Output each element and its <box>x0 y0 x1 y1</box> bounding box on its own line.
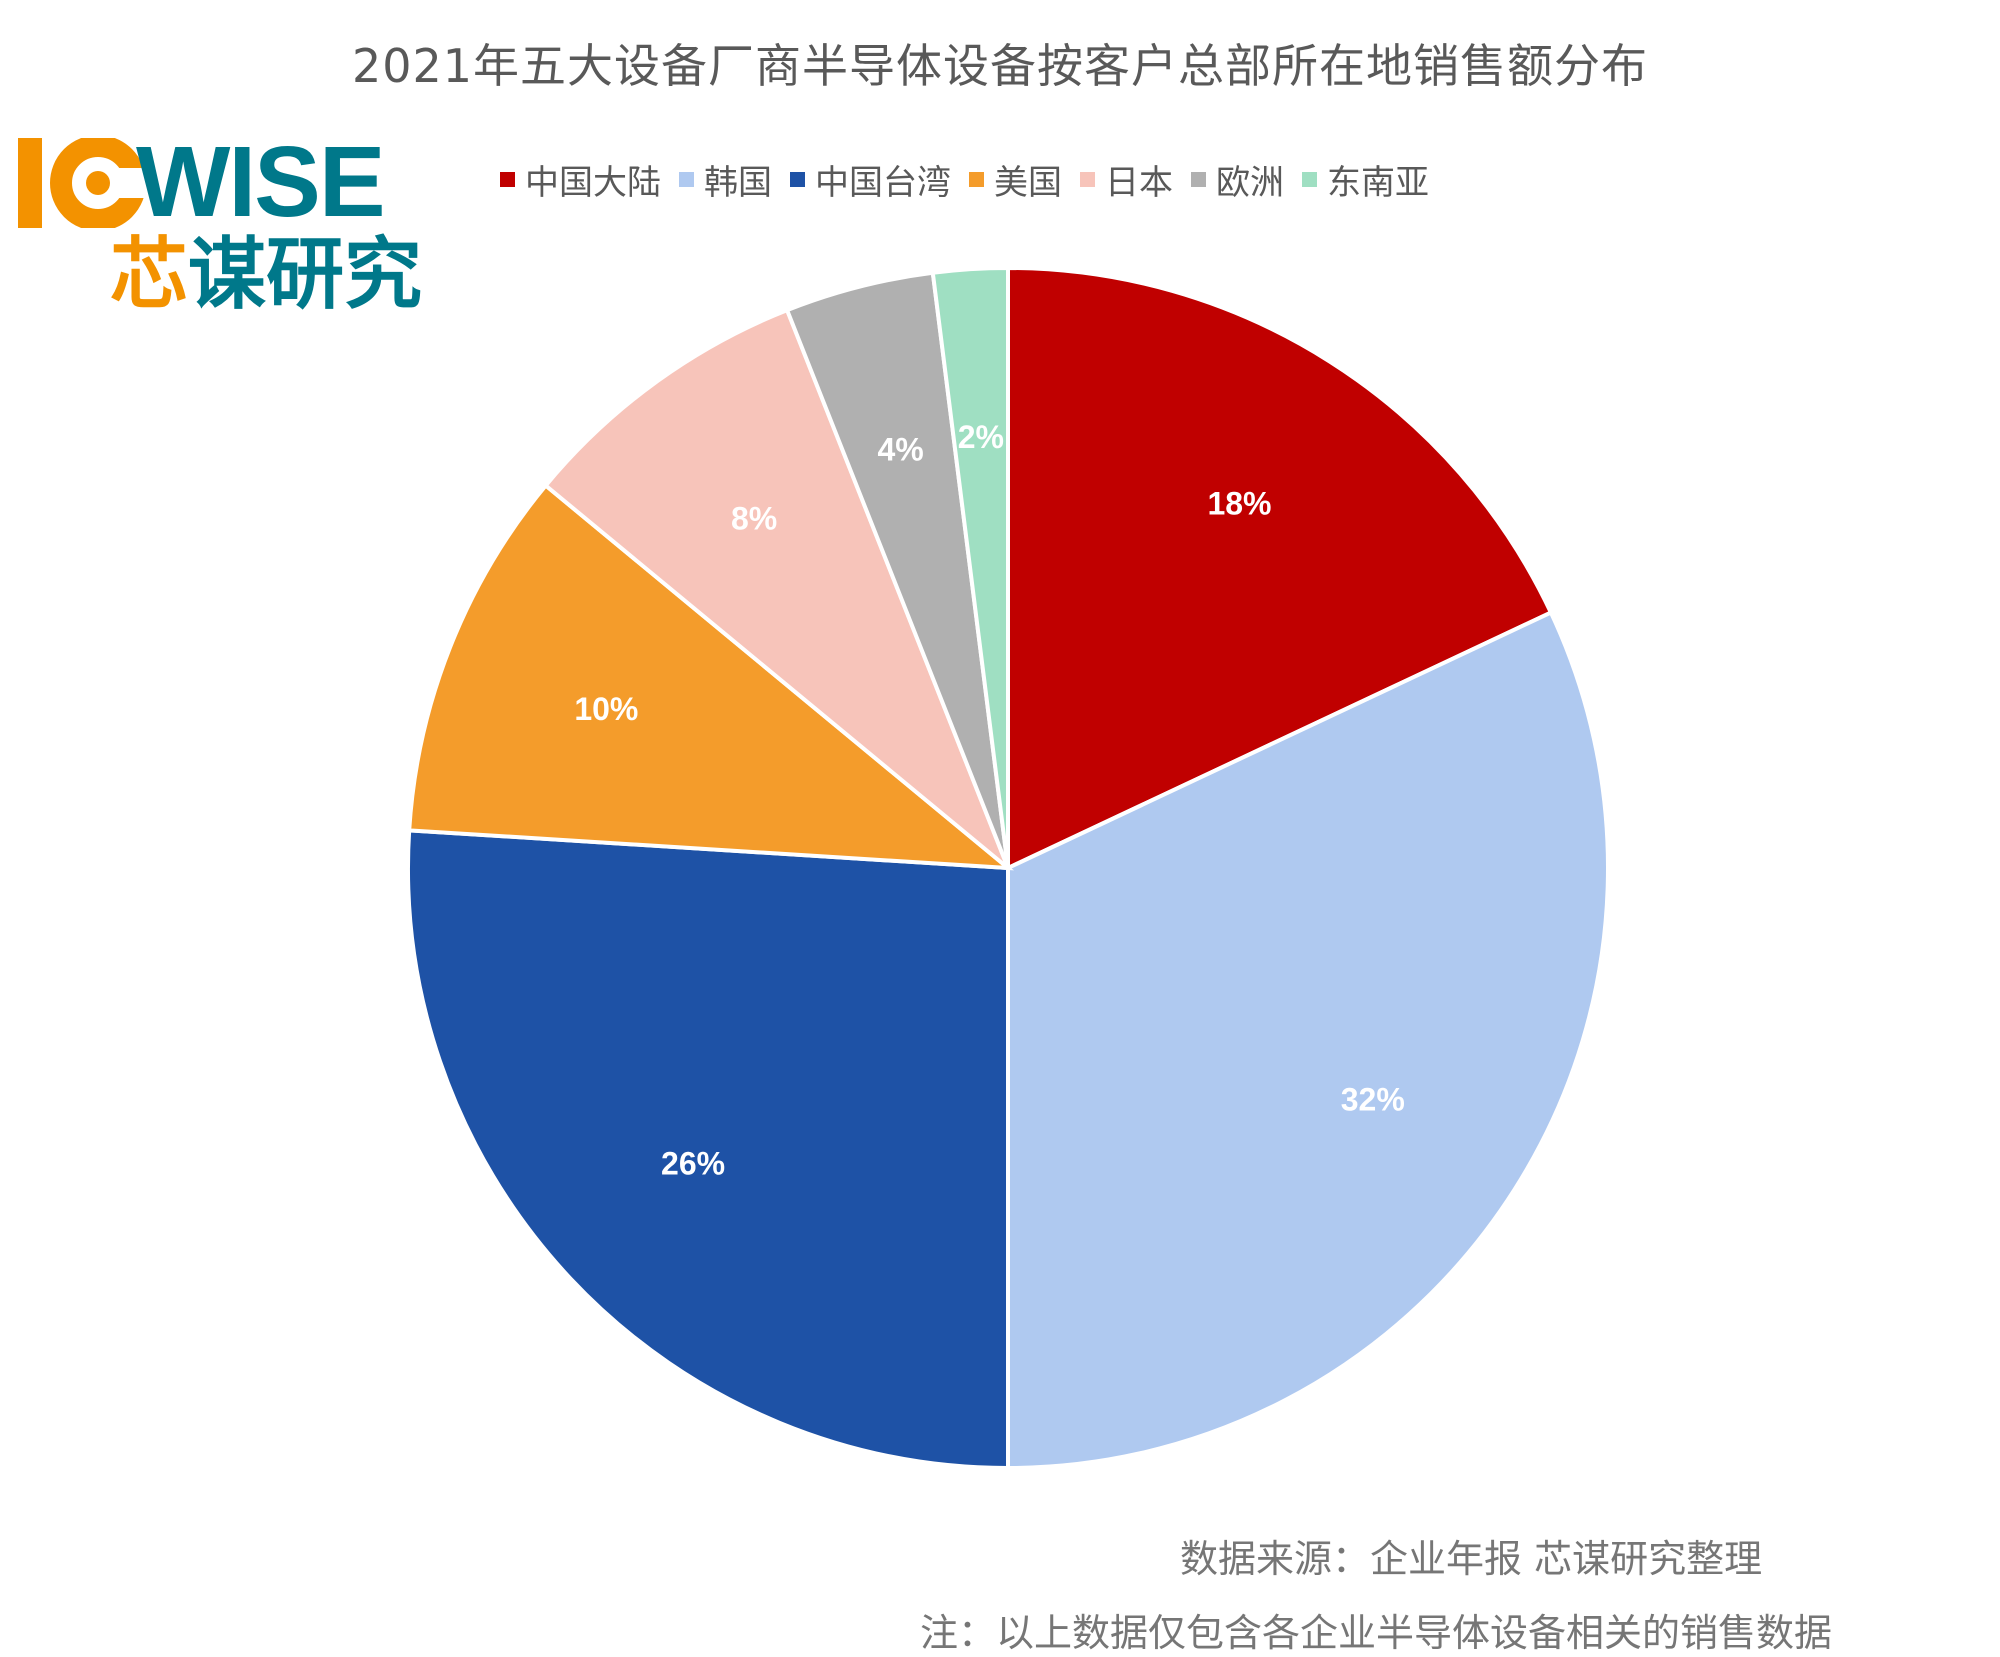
slice-label-6: 4% <box>877 432 923 468</box>
legend-item: 中国台湾 <box>790 155 951 204</box>
legend-label: 中国台湾 <box>815 163 951 203</box>
legend-label: 东南亚 <box>1327 163 1429 203</box>
slice-label-5: 8% <box>731 501 777 537</box>
footnote: 注：以上数据仅包含各企业半导体设备相关的销售数据 <box>920 1611 1833 1655</box>
chart-title: 2021年五大设备厂商半导体设备按客户总部所在地销售额分布 <box>351 39 1649 93</box>
legend-item: 欧洲 <box>1191 155 1284 204</box>
legend-item: 中国大陆 <box>500 155 661 204</box>
logo-cn-part1: 芯 <box>110 230 189 320</box>
legend-swatch <box>500 172 515 187</box>
legend-swatch <box>679 172 694 187</box>
ic-logo-icon <box>18 138 148 228</box>
legend-label: 美国 <box>994 163 1062 203</box>
slice-label-1: 18% <box>1207 485 1271 521</box>
logo-wise-text: WISE <box>136 126 386 238</box>
legend-swatch <box>790 172 805 187</box>
legend-swatch <box>1302 172 1317 187</box>
legend-label: 日本 <box>1105 163 1173 203</box>
pie-slice-3 <box>406 828 1010 1471</box>
icwise-logo: WISE 芯谋研究 <box>18 132 438 320</box>
pie-slice-7 <box>930 265 1010 869</box>
legend-label: 韩国 <box>704 163 772 203</box>
legend-item: 韩国 <box>679 155 772 204</box>
slice-label-2: 32% <box>1341 1081 1405 1117</box>
data-source-note: 数据来源：企业年报 芯谋研究整理 <box>1180 1537 1763 1581</box>
legend-label: 欧洲 <box>1216 163 1284 203</box>
legend-swatch <box>969 172 984 187</box>
pie-slice-4 <box>407 482 1015 871</box>
legend-swatch <box>1191 172 1206 187</box>
legend-swatch <box>1080 172 1095 187</box>
logo-chinese-text: 芯谋研究 <box>110 230 422 320</box>
legend: 中国大陆 韩国 中国台湾 美国 日本 欧洲 东南亚 <box>500 155 1447 204</box>
pie-slice-1 <box>1006 265 1554 872</box>
legend-item: 日本 <box>1080 155 1173 204</box>
pie-slice-2 <box>1006 609 1610 1471</box>
legend-item: 美国 <box>969 155 1062 204</box>
slice-label-7: 2% <box>958 419 1004 455</box>
legend-label: 中国大陆 <box>525 163 661 203</box>
slice-label-4: 10% <box>574 691 638 727</box>
slice-label-3: 26% <box>661 1146 725 1182</box>
logo-cn-part2: 谋研究 <box>188 230 423 320</box>
legend-item: 东南亚 <box>1302 155 1429 204</box>
pie-slice-5 <box>542 307 1010 870</box>
